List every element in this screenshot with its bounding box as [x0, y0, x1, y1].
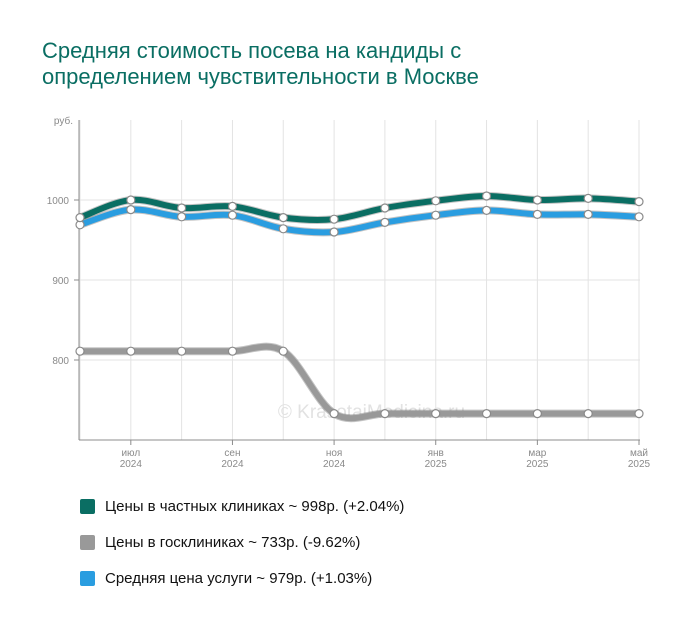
series-point-0-10 [583, 409, 593, 419]
series-point-1-2 [177, 212, 187, 222]
legend-item-average[interactable]: Средняя цена услуги ~ 979р. (+1.03%) [80, 560, 404, 596]
series-point-2-4 [278, 213, 288, 223]
x-tick-label-month: янв [428, 448, 444, 459]
series-point-2-9 [532, 195, 542, 205]
series-point-2-10 [583, 193, 593, 203]
legend-swatch-private [80, 498, 95, 514]
chart-title-line-2: определением чувствительности в Москве [42, 64, 479, 89]
series-point-0-1 [126, 346, 136, 356]
x-tick-label-year: 2024 [221, 459, 244, 470]
series-point-2-11 [634, 197, 644, 207]
series-point-2-5 [329, 214, 339, 224]
series-point-0-0 [75, 346, 85, 356]
x-tick-label-year: 2024 [120, 459, 143, 470]
series-point-2-0 [75, 213, 85, 223]
chart-legend: Цены в частных клиниках ~ 998р. (+2.04%)… [80, 488, 404, 596]
legend-swatch-public [80, 534, 95, 550]
y-tick-label: 1000 [47, 196, 70, 207]
series-point-2-2 [177, 203, 187, 213]
series-point-0-7 [431, 409, 441, 419]
x-tick-label-year: 2024 [323, 459, 346, 470]
legend-item-private[interactable]: Цены в частных клиниках ~ 998р. (+2.04%) [80, 488, 404, 524]
series-point-2-7 [431, 196, 441, 206]
x-tick-label-month: мар [528, 448, 546, 459]
x-tick-label-month: ноя [326, 448, 343, 459]
series-point-2-1 [126, 195, 136, 205]
series-point-0-3 [227, 346, 238, 356]
x-tick-label-year: 2025 [425, 459, 448, 470]
series-point-1-10 [583, 209, 593, 219]
legend-label-average: Средняя цена услуги ~ 979р. (+1.03%) [105, 569, 373, 587]
legend-swatch-average [80, 570, 95, 586]
series-point-1-5 [329, 227, 339, 237]
series-point-0-4 [278, 346, 288, 356]
series-point-1-11 [634, 212, 644, 222]
y-axis-unit: руб. [54, 115, 73, 127]
x-tick-label-month: сен [224, 448, 240, 459]
y-tick-label: 800 [52, 356, 69, 367]
legend-label-private: Цены в частных клиниках ~ 998р. (+2.04%) [105, 497, 405, 515]
chart-title: Средняя стоимость посева на кандиды с оп… [42, 38, 662, 90]
series-point-1-9 [532, 209, 542, 219]
legend-label-public: Цены в госклиниках ~ 733р. (-9.62%) [105, 533, 361, 551]
x-tick-label-year: 2025 [526, 459, 549, 470]
series-point-0-8 [481, 409, 492, 419]
series-point-1-4 [278, 224, 288, 234]
series-point-0-5 [329, 409, 339, 419]
y-tick-label: 900 [52, 276, 69, 287]
series-point-1-7 [431, 210, 441, 220]
legend-item-public[interactable]: Цены в госклиниках ~ 733р. (-9.62%) [80, 524, 404, 560]
series-point-1-1 [126, 205, 136, 215]
x-tick-label-year: 2025 [628, 459, 651, 470]
series-point-1-3 [227, 210, 238, 220]
chart-title-line-1: Средняя стоимость посева на кандиды с [42, 38, 462, 63]
x-tick-label-month: июл [121, 448, 140, 459]
series-point-2-3 [227, 201, 238, 211]
series-point-2-8 [481, 191, 492, 201]
series-point-1-6 [380, 217, 390, 227]
line-chart: 8009001000руб.июл2024сен2024ноя2024янв20… [47, 115, 651, 470]
series-point-2-6 [380, 203, 390, 213]
series-point-0-6 [380, 409, 390, 419]
series-point-0-11 [634, 409, 644, 419]
x-tick-label-month: май [630, 448, 648, 459]
series-point-1-8 [481, 205, 492, 215]
series-point-0-9 [532, 409, 542, 419]
series-point-0-2 [177, 346, 187, 356]
